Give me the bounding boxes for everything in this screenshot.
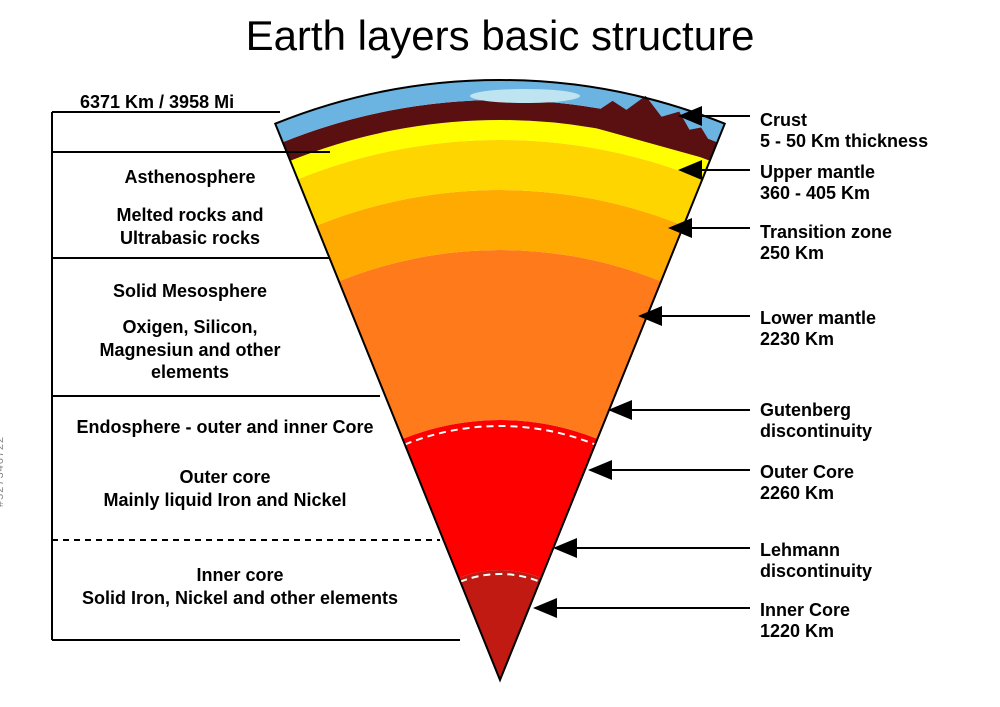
right-label: Gutenbergdiscontinuity	[760, 400, 872, 441]
right-label: Transition zone250 Km	[760, 222, 892, 263]
radius-label: 6371 Km / 3958 Mi	[80, 92, 234, 113]
right-label: Inner Core1220 Km	[760, 600, 850, 641]
right-label: Lehmanndiscontinuity	[760, 540, 872, 581]
left-label: Inner coreSolid Iron, Nickel and other e…	[60, 564, 420, 609]
right-label: Outer Core2260 Km	[760, 462, 854, 503]
left-label: Solid Mesosphere	[60, 280, 320, 303]
right-label: Crust5 - 50 Km thickness	[760, 110, 928, 151]
right-label: Lower mantle2230 Km	[760, 308, 876, 349]
left-label: Asthenosphere	[60, 166, 320, 189]
watermark: #527346722	[0, 436, 6, 507]
layer-outer-core	[403, 420, 598, 578]
right-label: Upper mantle360 - 405 Km	[760, 162, 875, 203]
layer-inner-core	[459, 570, 541, 680]
left-label: Melted rocks andUltrabasic rocks	[60, 204, 320, 249]
left-label: Oxigen, Silicon,Magnesiun and othereleme…	[60, 316, 320, 384]
cloud-shape	[470, 89, 580, 103]
left-label: Endosphere - outer and inner Core	[60, 416, 390, 439]
left-label: Outer coreMainly liquid Iron and Nickel	[60, 466, 390, 511]
